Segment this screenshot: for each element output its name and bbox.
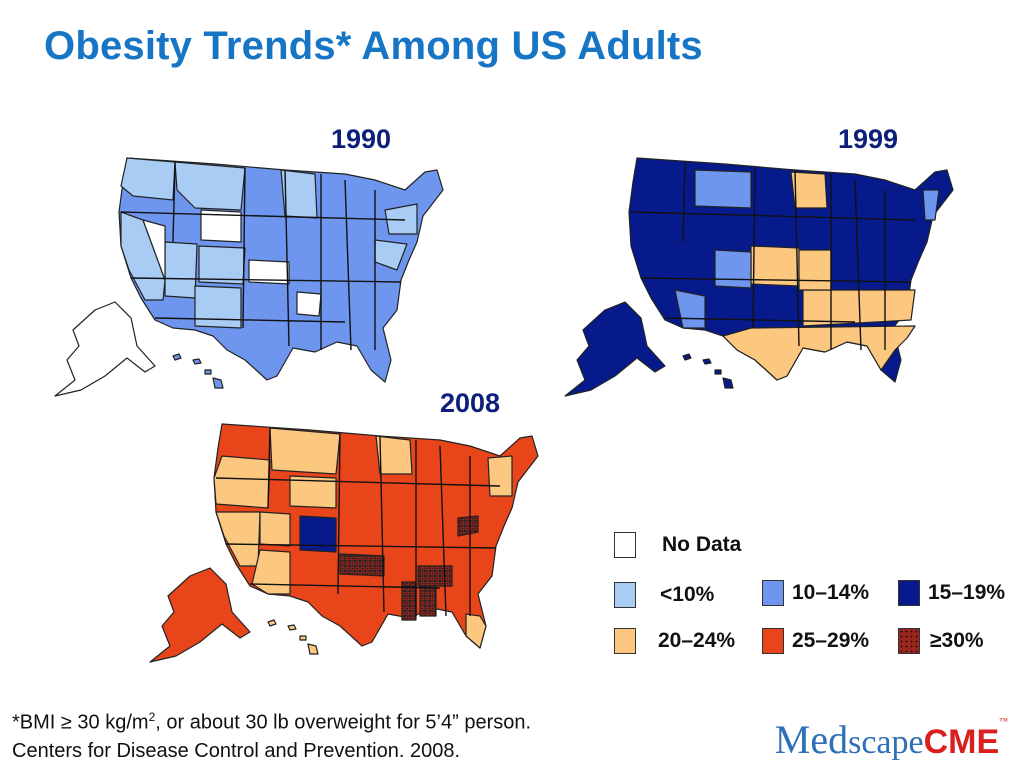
logo-tm: ™	[999, 716, 1008, 726]
logo-scape: scape	[848, 724, 924, 761]
alaska	[564, 301, 666, 397]
tan-region	[213, 455, 271, 509]
highest-region	[419, 585, 437, 617]
us-map-1990	[54, 157, 444, 397]
year-label-1990: 1990	[331, 124, 392, 154]
light-region	[120, 157, 176, 201]
tan-region	[465, 613, 487, 649]
tan-region	[259, 511, 291, 547]
us-map-1999	[564, 157, 954, 397]
year-label-2008: 2008	[440, 388, 501, 418]
legend-swatch-no-data	[614, 532, 636, 558]
legend-label-30-plus: ≥30%	[930, 629, 984, 652]
tan-region	[722, 325, 916, 381]
hawaii	[682, 353, 734, 389]
mid-blue-region	[714, 249, 752, 289]
legend-swatch-30-plus	[898, 628, 920, 654]
medscape-cme-logo: MedscapeCME™	[775, 716, 1008, 763]
footnote-bmi-pre: *BMI ≥ 30 kg/m	[12, 711, 149, 734]
tan-region	[269, 427, 341, 475]
colorado	[299, 515, 337, 553]
legend-swatch-25-29	[762, 628, 784, 654]
legend-swatch-10-14	[762, 580, 784, 606]
logo-cme: CME	[923, 723, 1000, 761]
mid-blue-region	[694, 169, 752, 209]
tan-region	[487, 455, 513, 497]
light-region	[164, 241, 198, 299]
footnote-bmi-post: , or about 30 lb overweight for 5’4” per…	[155, 711, 532, 734]
light-region	[198, 245, 246, 285]
legend-label-no-data: No Data	[662, 533, 742, 556]
highest-region	[401, 581, 417, 621]
legend-swatch-15-19	[898, 580, 920, 606]
footnote-source: Centers for Disease Control and Preventi…	[12, 740, 461, 762]
footnote-bmi-sup: 2	[148, 710, 156, 724]
highest-region	[457, 515, 479, 537]
legend-swatch-lt10	[614, 582, 636, 608]
tan-region	[289, 475, 337, 509]
logo-med: Med	[774, 717, 849, 762]
highest-region	[417, 565, 453, 587]
no-data-region	[142, 219, 166, 281]
legend-label-lt10: <10%	[660, 583, 715, 606]
year-label-1999: 1999	[838, 124, 899, 154]
light-region	[174, 161, 246, 211]
no-data-region	[296, 291, 322, 317]
tan-region	[375, 435, 413, 475]
legend-label-10-14: 10–14%	[792, 581, 870, 604]
tan-region	[798, 249, 832, 291]
legend-label-20-24: 20–24%	[658, 629, 736, 652]
alaska	[54, 301, 156, 397]
us-map-2008	[149, 423, 539, 663]
hawaii	[267, 619, 319, 655]
tan-region	[215, 511, 261, 567]
alaska	[149, 567, 251, 663]
tan-region	[790, 171, 828, 209]
no-data-region	[248, 259, 290, 285]
highest-region	[339, 553, 385, 577]
no-data-region	[200, 209, 242, 243]
slide-title: Obesity Trends* Among US Adults	[44, 24, 703, 68]
hawaii	[172, 353, 224, 389]
legend-swatch-20-24	[614, 628, 636, 654]
light-region	[194, 285, 242, 329]
tan-region	[251, 549, 291, 595]
footnote-bmi: *BMI ≥ 30 kg/m2, or about 30 lb overweig…	[12, 710, 531, 735]
mid-blue-region	[922, 189, 940, 221]
legend-label-25-29: 25–29%	[792, 629, 870, 652]
light-region	[384, 203, 418, 235]
legend-label-15-19: 15–19%	[928, 581, 1006, 604]
